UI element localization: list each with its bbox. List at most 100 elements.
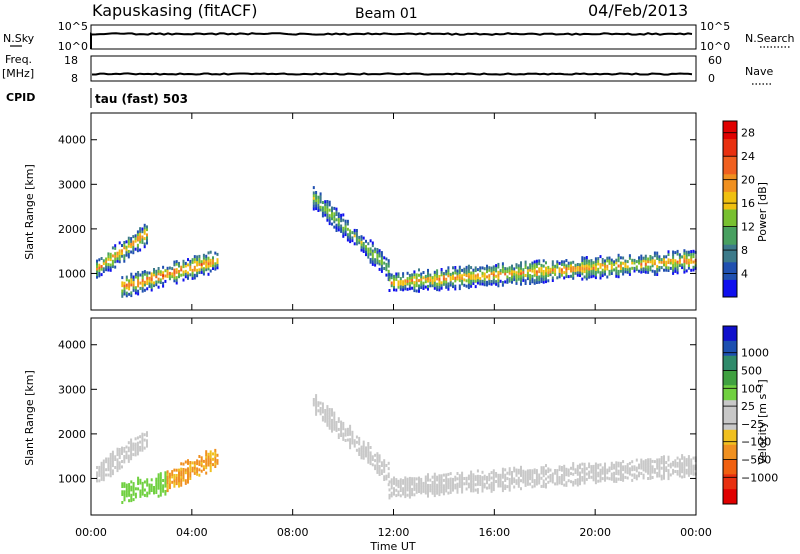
data-cell — [685, 258, 688, 262]
data-cell — [687, 468, 690, 472]
data-cell — [474, 475, 477, 479]
data-cell — [397, 285, 400, 289]
data-cell — [687, 266, 690, 270]
data-cell — [420, 277, 423, 281]
data-cell — [669, 266, 672, 270]
data-cell — [397, 272, 400, 276]
data-cell — [328, 424, 331, 428]
data-cell — [134, 487, 137, 491]
data-cell — [130, 451, 133, 455]
data-cell — [481, 489, 484, 493]
data-cell — [139, 489, 142, 493]
data-cell — [102, 475, 105, 479]
data-cell — [385, 257, 388, 261]
data-cell — [545, 277, 547, 281]
data-cell — [663, 260, 665, 264]
data-cell — [125, 286, 128, 290]
data-cell — [362, 454, 365, 457]
data-cell — [651, 259, 654, 262]
data-cell — [424, 488, 427, 492]
data-cell — [447, 285, 450, 288]
data-cell — [672, 261, 675, 265]
data-cell — [96, 275, 98, 279]
data-cell — [656, 461, 659, 465]
data-cell — [315, 402, 318, 406]
data-cell — [676, 456, 679, 460]
data-cell — [436, 277, 439, 281]
data-cell — [328, 222, 331, 226]
data-cell — [157, 267, 160, 270]
data-cell — [333, 422, 336, 426]
data-cell — [173, 276, 176, 280]
data-cell — [631, 465, 634, 469]
data-cell — [604, 478, 606, 482]
data-cell — [640, 463, 643, 467]
data-cell — [538, 473, 541, 477]
data-cell — [592, 274, 595, 278]
data-cell — [542, 270, 545, 273]
data-cell — [180, 268, 183, 272]
data-cell — [570, 269, 572, 273]
data-cell — [139, 281, 142, 285]
data-cell — [137, 279, 140, 282]
data-cell — [563, 467, 566, 471]
data-cell — [367, 460, 370, 464]
data-cell — [429, 484, 432, 487]
data-cell — [604, 476, 606, 479]
data-cell — [501, 481, 504, 485]
data-cell — [335, 229, 338, 232]
data-cell — [540, 466, 543, 470]
data-cell — [463, 278, 466, 282]
data-cell — [681, 266, 684, 270]
data-cell — [184, 460, 187, 464]
data-cell — [433, 494, 436, 498]
data-cell — [513, 267, 516, 271]
data-cell — [576, 263, 579, 266]
data-cell — [107, 257, 110, 261]
data-cell — [687, 471, 690, 475]
data-cell — [517, 277, 520, 281]
data-cell — [125, 450, 128, 454]
data-cell — [128, 491, 131, 495]
data-cell — [545, 272, 547, 275]
data-cell — [178, 269, 180, 273]
data-cell — [178, 473, 180, 477]
data-cell — [328, 200, 331, 204]
data-cell — [660, 466, 663, 470]
data-cell — [324, 409, 327, 412]
data-cell — [168, 483, 171, 487]
data-cell — [624, 465, 627, 469]
data-cell — [576, 467, 579, 471]
data-cell — [102, 464, 105, 468]
data-cell — [683, 254, 686, 258]
data-cell — [545, 464, 547, 468]
data-cell — [594, 262, 597, 266]
data-cell — [166, 481, 169, 484]
data-cell — [615, 261, 618, 265]
data-cell — [212, 256, 214, 260]
data-cell — [132, 498, 135, 502]
data-cell — [342, 432, 345, 436]
colorbar-frame — [722, 120, 738, 298]
data-cell — [132, 286, 135, 290]
data-cell — [588, 475, 591, 479]
data-cell — [346, 235, 349, 239]
data-cell — [358, 442, 361, 446]
data-cell — [383, 464, 386, 468]
data-cell — [143, 280, 146, 284]
data-cell — [111, 461, 114, 465]
data-cell — [418, 484, 420, 488]
data-cell — [418, 287, 420, 291]
data-cell — [132, 245, 135, 249]
data-cell — [134, 448, 137, 451]
data-cell — [331, 206, 333, 210]
data-cell — [214, 262, 217, 266]
data-cell — [467, 474, 470, 478]
data-cell — [315, 394, 318, 398]
data-cell — [187, 258, 189, 262]
data-cell — [397, 280, 400, 284]
data-cell — [178, 479, 180, 483]
data-cell — [100, 273, 103, 277]
data-cell — [690, 466, 693, 470]
data-cell — [440, 268, 443, 271]
